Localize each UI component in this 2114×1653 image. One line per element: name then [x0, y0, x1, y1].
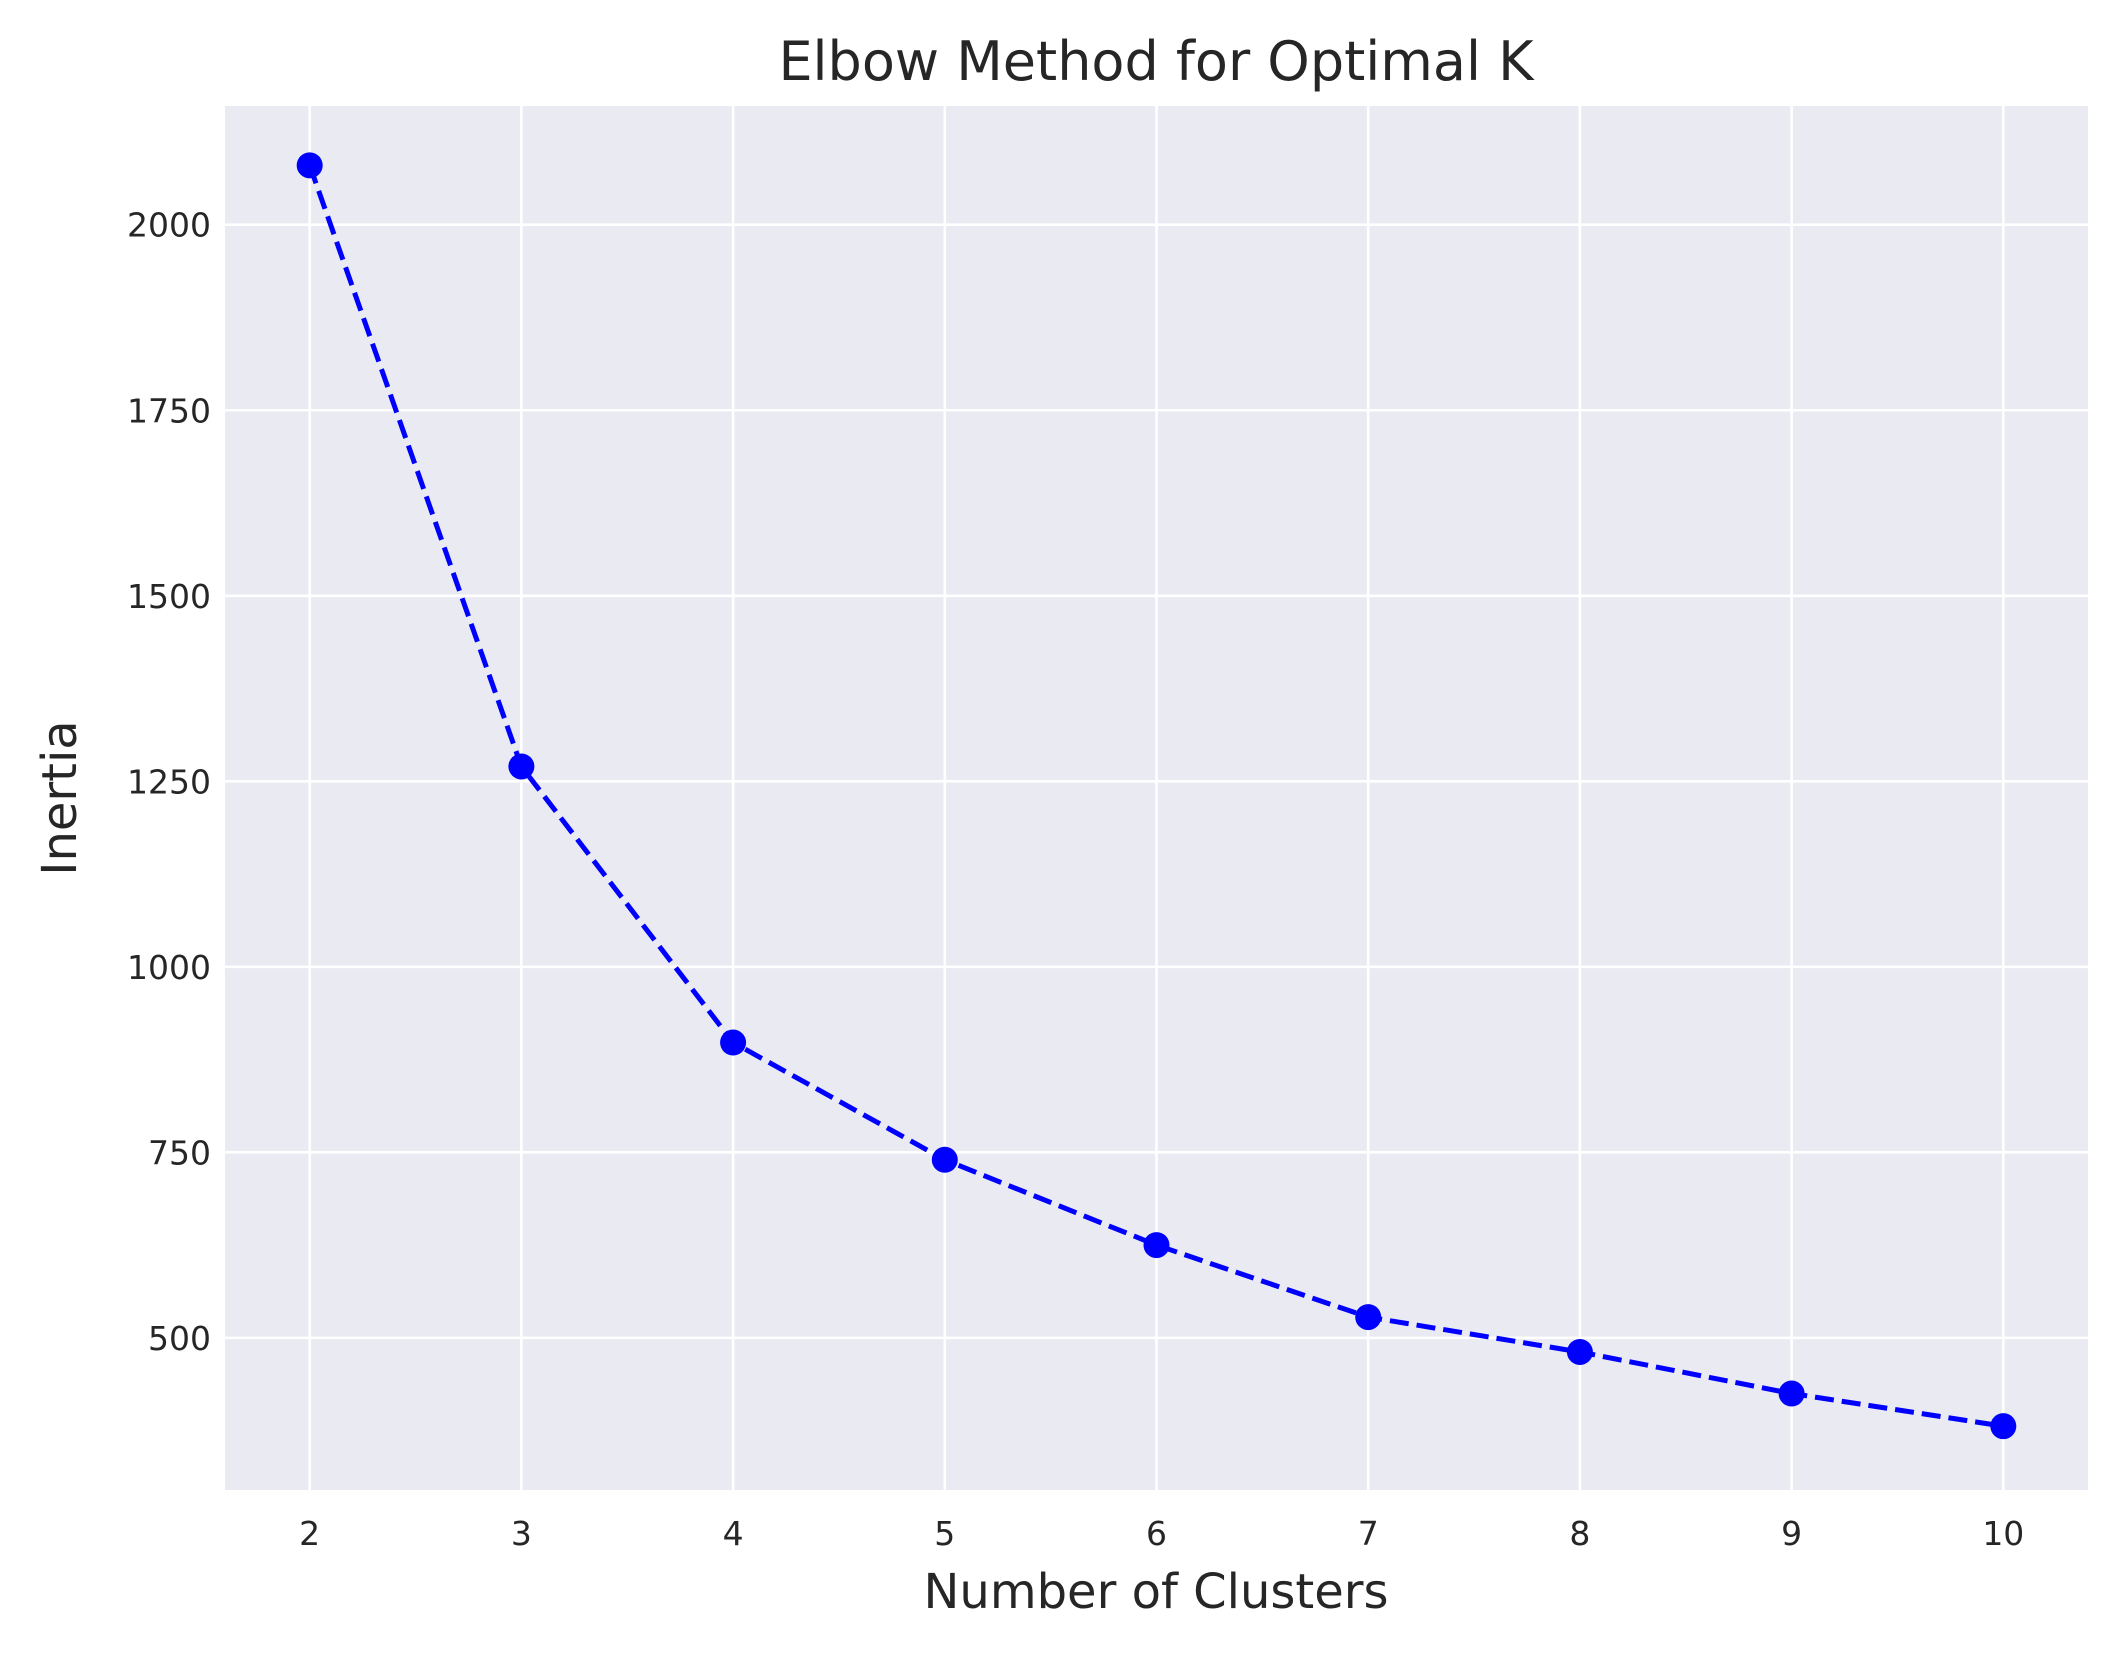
data-point	[1778, 1380, 1805, 1407]
y-tick-label: 750	[148, 1133, 211, 1172]
x-tick-label: 6	[1146, 1514, 1167, 1553]
x-tick-labels: 2 3 4 5 6 7 8 9 10	[299, 1514, 2024, 1553]
grid-lines	[225, 106, 2088, 1490]
y-tick-labels: 500 750 1000 1250 1500 1750 2000	[127, 206, 211, 1358]
y-tick-label: 500	[148, 1319, 211, 1358]
y-tick-label: 1000	[127, 948, 211, 987]
data-point	[1990, 1413, 2017, 1440]
data-point	[296, 152, 323, 179]
data-point	[1143, 1232, 1170, 1259]
x-tick-label: 7	[1358, 1514, 1379, 1553]
x-tick-label: 10	[1982, 1514, 2024, 1553]
data-point	[1566, 1338, 1593, 1365]
x-tick-label: 2	[299, 1514, 320, 1553]
series-line	[307, 164, 2004, 1429]
data-point	[720, 1029, 747, 1056]
x-tick-label: 8	[1569, 1514, 1590, 1553]
x-tick-label: 9	[1781, 1514, 1802, 1553]
data-point	[508, 753, 535, 780]
x-tick-label: 5	[934, 1514, 955, 1553]
chart-title: Elbow Method for Optimal K	[778, 30, 1535, 93]
y-tick-label: 1250	[127, 762, 211, 801]
y-axis-label: Inertia	[32, 720, 88, 875]
data-point	[1355, 1304, 1382, 1331]
x-tick-label: 4	[723, 1514, 744, 1553]
y-tick-label: 2000	[127, 206, 211, 245]
y-tick-label: 1500	[127, 577, 211, 616]
y-tick-label: 1750	[127, 391, 211, 430]
series-layer	[296, 152, 2017, 1440]
x-axis-label: Number of Clusters	[924, 1564, 1389, 1620]
x-tick-label: 3	[511, 1514, 532, 1553]
data-point	[931, 1146, 958, 1173]
